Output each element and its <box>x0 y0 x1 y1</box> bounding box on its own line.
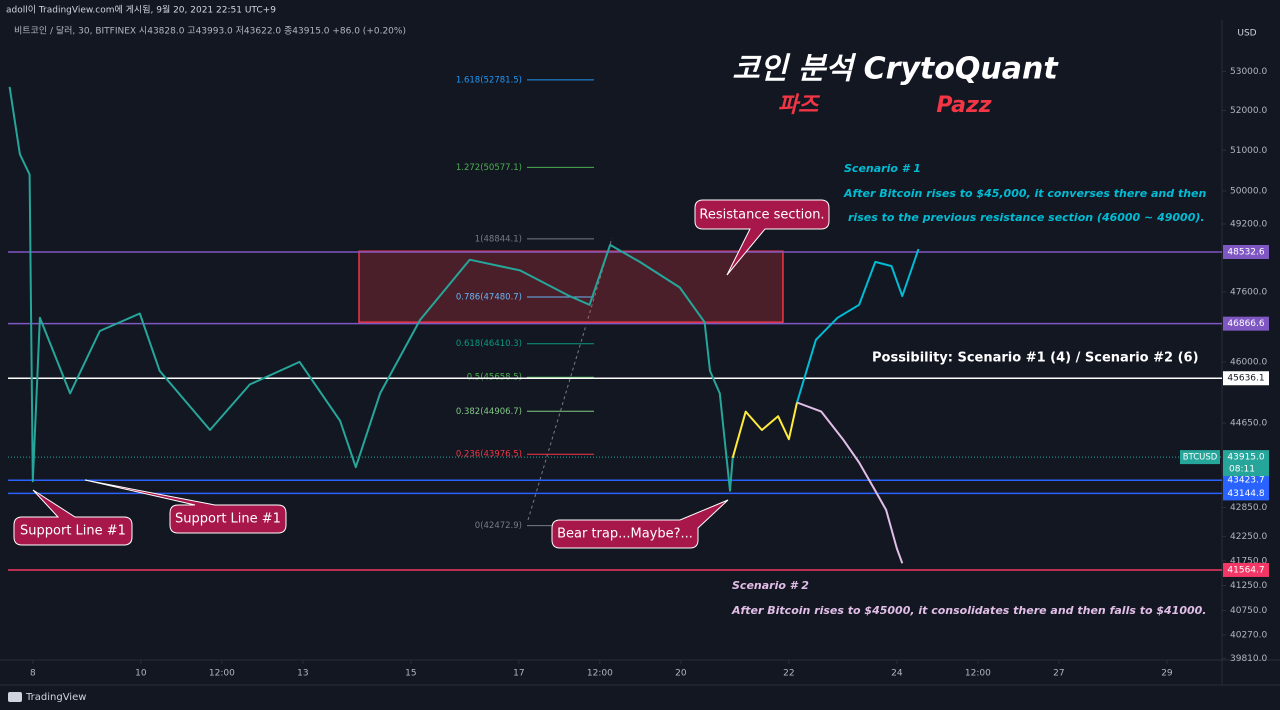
chart-title: 코인 분석 CrytoQuant <box>732 52 1059 87</box>
level-label: 43423.7 <box>1227 476 1264 486</box>
subtitle: Pazz <box>936 93 991 118</box>
price-line <box>8 86 734 492</box>
level-label: 48532.6 <box>1227 247 1264 257</box>
price-line <box>796 401 904 564</box>
symbol-label: BTCUSD <box>1183 453 1218 463</box>
level-tag <box>1223 562 1269 577</box>
price-line <box>796 248 920 403</box>
level-tag <box>1223 473 1269 488</box>
fib-label: 0.786(47480.7) <box>456 292 522 302</box>
level-tag <box>1223 244 1269 259</box>
y-tick-label: 42850.0 <box>1230 503 1267 513</box>
symbol-info: 비트코인 / 달러, 30, BITFINEX 시43828.0 고43993.… <box>14 25 406 37</box>
resistance-zone <box>358 250 784 323</box>
brand[interactable]: TradingView <box>25 692 86 703</box>
y-tick-label: 51000.0 <box>1230 146 1267 156</box>
callout-text: Bear trap...Maybe?... <box>557 527 693 542</box>
x-tick-label: 10 <box>135 669 147 679</box>
annotation: Scenario # 1 <box>844 162 921 175</box>
x-tick-label: 27 <box>1053 669 1064 679</box>
level-tag <box>1223 316 1269 331</box>
y-tick-label: 40270.0 <box>1230 630 1267 640</box>
header: adoll이 TradingView.com에 게시됨, 9월 20, 2021… <box>6 4 276 16</box>
level-tag <box>1223 371 1269 386</box>
x-tick-label: 22 <box>783 669 794 679</box>
currency: USD <box>1237 29 1256 39</box>
callout <box>84 479 287 534</box>
y-tick-label: 41250.0 <box>1230 581 1267 591</box>
x-tick-label: 15 <box>405 669 416 679</box>
callouts: Resistance section. Support Line #1 Supp… <box>13 199 830 549</box>
fib-label: 1.272(50577.1) <box>456 163 522 173</box>
price-line <box>731 402 798 459</box>
x-tick-label: 20 <box>675 669 687 679</box>
y-tick-label: 46000.0 <box>1230 357 1267 367</box>
callout-text: Support Line #1 <box>20 524 126 539</box>
level-label: 45636.1 <box>1227 374 1264 384</box>
x-tick-label: 12:00 <box>209 669 235 679</box>
x-tick-label: 29 <box>1161 669 1173 679</box>
fib-label: 0.236(43976.5) <box>456 450 522 460</box>
y-tick-label: 47600.0 <box>1230 287 1267 297</box>
level-label: 46866.6 <box>1227 319 1264 329</box>
y-tick-label: 42250.0 <box>1230 532 1267 542</box>
x-tick-label: 8 <box>30 669 36 679</box>
x-tick-label: 12:00 <box>587 669 613 679</box>
y-tick-label: 41750.0 <box>1230 556 1267 566</box>
subtitle: 파즈 <box>778 93 821 118</box>
symbol-tag <box>1180 450 1220 465</box>
y-tick-label: 40750.0 <box>1230 606 1267 616</box>
y-tick-label: 39810.0 <box>1230 654 1267 664</box>
marks: 53000.0 52000.0 51000.0 50000.0 49200.0 47600… <box>8 67 1269 679</box>
fib-label: 1.618(52781.5) <box>456 75 522 85</box>
callout <box>551 499 729 549</box>
x-tick-label: 12:00 <box>965 669 991 679</box>
fib-label: 0.618(46410.3) <box>456 339 522 349</box>
callout <box>13 489 133 546</box>
brand-logo <box>8 692 22 702</box>
annotation: After Bitcoin rises to $45000, it consol… <box>731 604 1206 617</box>
x-tick-label: 17 <box>513 669 524 679</box>
annotation: rises to the previous resistance section… <box>848 211 1205 224</box>
y-tick-label: 49200.0 <box>1230 219 1267 229</box>
annotation: After Bitcoin rises to $45,000, it conve… <box>843 187 1207 200</box>
fib-label: 0(42472.9) <box>475 521 522 531</box>
level-label: 41564.7 <box>1227 565 1264 575</box>
level-label: 43144.8 <box>1227 489 1264 499</box>
callout-text: Resistance section. <box>699 208 824 223</box>
y-tick-label: 50000.0 <box>1230 186 1267 196</box>
price-label: 43915.0 <box>1227 453 1264 463</box>
fib-trend <box>527 237 613 521</box>
annotation: Scenario # 2 <box>732 579 809 592</box>
fib-label: 0.382(44906.7) <box>456 407 522 417</box>
price-tag <box>1223 450 1269 477</box>
y-tick-label: 53000.0 <box>1230 67 1267 77</box>
y-tick-label: 52000.0 <box>1230 106 1267 116</box>
x-tick-label: 13 <box>297 669 308 679</box>
x-tick-label: 24 <box>891 669 903 679</box>
annotation: Possibility: Scenario #1 (4) / Scenario … <box>872 351 1199 366</box>
callout-text: Support Line #1 <box>175 512 281 527</box>
level-tag <box>1223 486 1269 501</box>
y-tick-label: 44650.0 <box>1230 419 1267 429</box>
fib-label: 1(48844.1) <box>475 234 522 244</box>
countdown: 08:11 <box>1229 465 1255 475</box>
callout <box>694 199 830 276</box>
